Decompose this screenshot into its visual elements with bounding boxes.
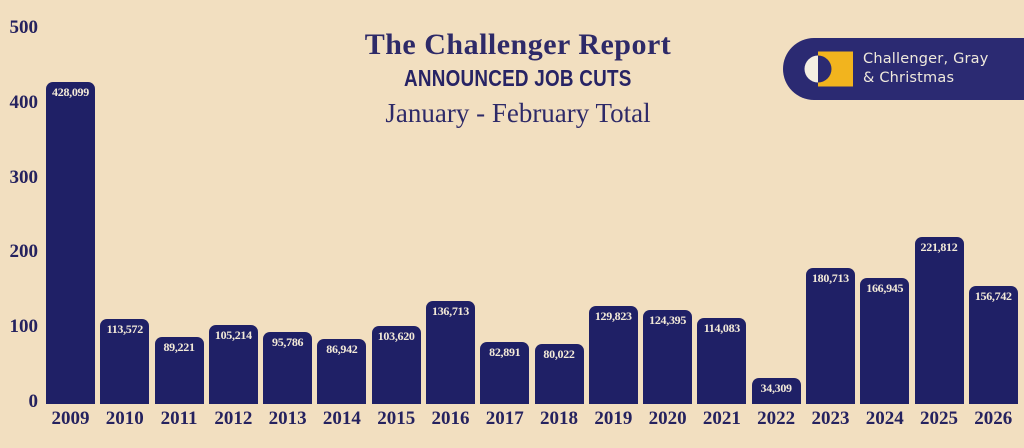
bar-2014: 86,942 xyxy=(317,339,367,404)
bar-value-label: 95,786 xyxy=(272,335,304,349)
bar-column-2013: 95,786 2013 xyxy=(263,28,313,429)
x-tick-label-2014: 2014 xyxy=(322,408,361,429)
plot-area: 428,099 2009 113,572 2010 89,221 2011 105,214 2… xyxy=(46,28,1018,429)
x-tick-label-2025: 2025 xyxy=(920,408,958,429)
bar-column-2014: 86,942 2014 xyxy=(317,28,367,429)
bar-2011: 89,221 xyxy=(154,337,204,404)
bar-2023: 180,713 xyxy=(805,268,855,404)
bar-column-2011: 89,221 2011 xyxy=(154,28,204,429)
bar-2024: 166,945 xyxy=(860,278,910,404)
y-tick-label-500: 500 xyxy=(9,17,39,38)
chart-subtitle: ANNOUNCED JOB CUTS xyxy=(262,65,774,95)
chart-title: The Challenger Report xyxy=(364,28,672,61)
bar-value-label: 105,214 xyxy=(214,328,252,342)
bar-value-label: 124,395 xyxy=(649,313,687,327)
bar-column-2025: 221,812 2025 xyxy=(914,28,964,429)
bar-column-2022: 34,309 2022 xyxy=(751,28,801,429)
x-tick-label-2016: 2016 xyxy=(431,408,470,429)
company-logo-text: Challenger, Gray & Christmas xyxy=(863,50,989,88)
bar-2026: 156,742 xyxy=(968,286,1018,404)
bar-column-2020: 124,395 2020 xyxy=(643,28,693,429)
x-tick-label-2010: 2010 xyxy=(105,408,144,429)
bar-column-2017: 82,891 2017 xyxy=(480,28,530,429)
y-tick-label-200: 200 xyxy=(9,241,39,263)
bar-value-label: 129,823 xyxy=(594,309,632,323)
bar-value-label: 428,099 xyxy=(52,85,89,99)
bar-2022: 34,309 xyxy=(751,378,801,404)
x-tick-label-2023: 2023 xyxy=(811,408,850,429)
chart-subtitle-text: ANNOUNCED JOB CUTS xyxy=(404,65,632,91)
bar-2018: 80,022 xyxy=(534,344,584,404)
bar-column-2026: 156,742 2026 xyxy=(968,28,1018,429)
bar-column-2010: 113,572 2010 xyxy=(100,28,150,429)
bar-value-label: 86,942 xyxy=(326,342,358,356)
bar-column-2021: 114,083 2021 xyxy=(697,28,747,429)
x-tick-label-2026: 2026 xyxy=(974,408,1013,429)
bar-2020: 124,395 xyxy=(643,310,693,404)
x-tick-label-2019: 2019 xyxy=(594,408,633,429)
bar-value-label: 80,022 xyxy=(543,347,575,361)
x-tick-label-2011: 2011 xyxy=(160,408,198,429)
bar-value-label: 180,713 xyxy=(811,271,849,285)
bar-column-2024: 166,945 2024 xyxy=(860,28,910,429)
bar-2013: 95,786 xyxy=(263,332,313,404)
x-tick-label-2021: 2021 xyxy=(702,408,741,429)
bar-2012: 105,214 xyxy=(208,325,258,404)
bar-2015: 103,620 xyxy=(371,326,421,404)
x-tick-label-2020: 2020 xyxy=(648,408,687,429)
y-axis: 0 100 200 300 400 500 xyxy=(0,0,39,448)
bar-2009: 428,099 xyxy=(46,82,95,404)
bar-value-label: 82,891 xyxy=(489,345,521,359)
y-tick-label-0: 0 xyxy=(28,391,39,412)
bar-value-label: 103,620 xyxy=(377,329,415,343)
x-tick-label-2024: 2024 xyxy=(865,408,904,429)
bar-column-2018: 80,022 2018 xyxy=(534,28,584,429)
bar-column-2016: 136,713 2016 xyxy=(425,28,475,429)
bar-2016: 136,713 xyxy=(425,301,475,404)
x-tick-label-2017: 2017 xyxy=(485,408,524,429)
y-tick-label-100: 100 xyxy=(9,316,39,338)
chart-header: The Challenger Report ANNOUNCED JOB CUTS… xyxy=(262,28,774,129)
bar-value-label: 89,221 xyxy=(163,340,195,354)
company-logo-pill: Challenger, Gray & Christmas xyxy=(783,38,1024,100)
bar-2021: 114,083 xyxy=(697,318,747,404)
x-tick-label-2022: 2022 xyxy=(757,408,796,429)
bar-column-2012: 105,214 2012 xyxy=(208,28,258,429)
bar-value-label: 114,083 xyxy=(703,321,741,335)
x-tick-label-2018: 2018 xyxy=(540,408,579,429)
x-tick-label-2012: 2012 xyxy=(214,408,253,429)
y-tick-label-300: 300 xyxy=(9,166,39,188)
company-name-line1: Challenger, Gray xyxy=(863,51,989,67)
y-tick-label-400: 400 xyxy=(9,91,39,113)
bar-column-2009: 428,099 2009 xyxy=(46,28,95,429)
bar-column-2019: 129,823 2019 xyxy=(588,28,638,429)
company-logo-icon xyxy=(804,51,853,87)
bar-2010: 113,572 xyxy=(100,319,150,404)
bar-2025: 221,812 xyxy=(914,237,964,404)
bar-column-2023: 180,713 2023 xyxy=(805,28,855,429)
chart-period: January - February Total xyxy=(385,98,651,128)
bar-value-label: 156,742 xyxy=(974,289,1012,303)
bar-value-label: 166,945 xyxy=(866,281,904,295)
x-tick-label-2009: 2009 xyxy=(51,408,90,429)
bar-value-label: 221,812 xyxy=(920,240,958,254)
bar-value-label: 34,309 xyxy=(760,381,793,395)
bar-value-label: 136,713 xyxy=(432,304,469,318)
x-tick-label-2013: 2013 xyxy=(268,408,307,429)
x-tick-label-2015: 2015 xyxy=(377,408,416,429)
company-name-line2: & Christmas xyxy=(863,70,955,86)
bar-column-2015: 103,620 2015 xyxy=(371,28,421,429)
bar-2017: 82,891 xyxy=(480,342,530,404)
bar-value-label: 113,572 xyxy=(106,322,144,336)
bar-2019: 129,823 xyxy=(588,306,638,404)
